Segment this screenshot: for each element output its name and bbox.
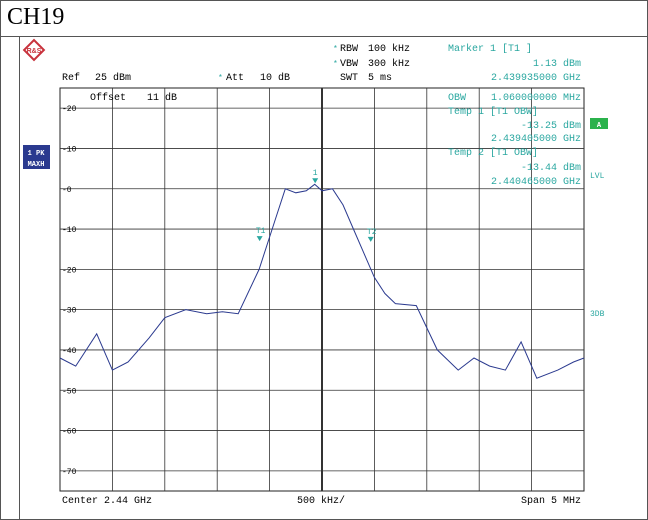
y-tick-label: -10: [62, 226, 77, 235]
trace-mode-2: MAXH: [28, 161, 45, 169]
y-tick-label: -20: [62, 105, 77, 114]
y-tick-label: -60: [62, 428, 77, 437]
markers: 1 T1 T2: [256, 169, 377, 242]
marker-t1-label: T1: [256, 227, 266, 236]
y-tick-label: -30: [62, 307, 77, 316]
obw-value: 1.060000000 MHz: [491, 93, 581, 104]
y-tick-label: -40: [62, 347, 77, 356]
rbw-star: *: [333, 45, 338, 54]
offset-label: Offset: [90, 92, 126, 104]
settings-block: * RBW 100 kHz * VBW 300 kHz SWT 5 ms Ref…: [62, 43, 410, 84]
temp2-freq: 2.440465000 GHz: [491, 177, 581, 188]
ref-label: Ref: [62, 72, 80, 84]
grid: [60, 88, 584, 491]
marker-1-symbol: [312, 178, 319, 184]
title-cell: CH19: [1, 1, 647, 37]
temp1-freq: 2.439405000 GHz: [491, 134, 581, 145]
a-label: A: [597, 122, 602, 130]
temp2-title: Temp 2 [T1 OBW]: [448, 147, 538, 159]
y-tick-label: -10: [62, 145, 77, 154]
marker-t2-symbol: [367, 236, 374, 242]
temp2-level: -13.44 dBm: [521, 162, 581, 174]
marker-title: Marker 1 [T1 ]: [448, 43, 532, 55]
att-label: Att: [226, 73, 244, 84]
marker-1-label: 1: [313, 169, 318, 178]
swt-value: 5 ms: [368, 73, 392, 84]
3db-label: 3DB: [590, 310, 605, 319]
footer: Center 2.44 GHz 500 kHz/ Span 5 MHz: [62, 495, 581, 507]
y-tick-label: -20: [62, 266, 77, 275]
temp1-title: Temp 1 [T1 OBW]: [448, 106, 538, 118]
right-side-labels: A LVL 3DB: [590, 118, 608, 319]
ref-value: 25 dBm: [95, 72, 131, 84]
att-star: *: [218, 74, 223, 83]
offset-block: Offset 11 dB: [90, 92, 177, 104]
rbw-label: RBW: [340, 44, 358, 55]
left-strip: [1, 36, 20, 519]
offset-value: 11 dB: [147, 92, 177, 104]
obw-label: OBW: [448, 93, 466, 104]
lvl-label: LVL: [590, 172, 605, 181]
marker-freq: 2.439935000 GHz: [491, 73, 581, 84]
att-value: 10 dB: [260, 72, 290, 84]
spectrum-trace: [59, 183, 585, 379]
y-tick-label: -70: [62, 468, 77, 477]
swt-label: SWT: [340, 73, 358, 84]
marker-t2-label: T2: [367, 228, 377, 237]
temp1-level: -13.25 dBm: [521, 120, 581, 132]
a-box: [590, 118, 608, 129]
measurement-panel: OBW 1.060000000 MHz Temp 1 [T1 OBW] -13.…: [448, 93, 581, 188]
vbw-value: 300 kHz: [368, 58, 410, 70]
page-title: CH19: [7, 4, 65, 30]
trace-mode-1: 1 PK: [28, 150, 46, 158]
logo-text: R&S: [27, 48, 42, 55]
y-tick-label: -0: [62, 186, 72, 195]
logo: R&S: [22, 38, 46, 62]
marker-readout: Marker 1 [T1 ] 1.13 dBm 2.439935000 GHz: [448, 43, 581, 84]
center-freq: Center 2.44 GHz: [62, 496, 152, 507]
span: Span 5 MHz: [521, 496, 581, 507]
trace-mode-box: 1 PK MAXH: [23, 145, 50, 169]
y-tick-label: -50: [62, 387, 77, 396]
marker-t1-symbol: [256, 236, 263, 242]
vbw-star: *: [333, 60, 338, 69]
marker-level: 1.13 dBm: [533, 58, 581, 70]
rbw-value: 100 kHz: [368, 43, 410, 55]
y-tick-labels: -20 -10 -0 -10 -20 -30 -40 -50 -60 -70: [62, 105, 77, 477]
span-per-div: 500 kHz/: [297, 495, 345, 507]
vbw-label: VBW: [340, 59, 358, 70]
